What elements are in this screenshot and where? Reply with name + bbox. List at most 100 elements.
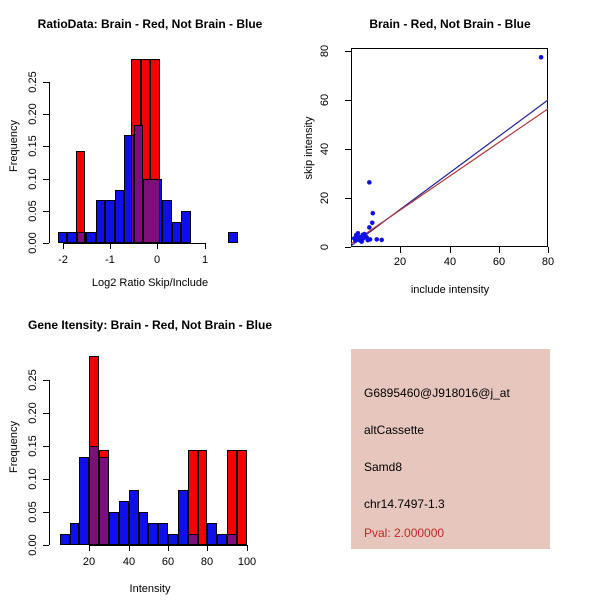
y-tick [43,413,49,414]
x-tick-label: 20 [82,556,96,568]
hist-bar-blue [119,501,129,545]
x-tick [548,247,549,253]
y-tick [43,512,49,513]
hist-bar-red [227,450,237,545]
ratio-hist-title: RatioData: Brain - Red, Not Brain - Blue [37,17,263,31]
x-tick-label: 100 [237,556,257,568]
hist-bar-purple [227,534,237,545]
x-tick-label: 60 [492,256,506,268]
y-tick [43,545,49,546]
y-tick-label: 0.05 [27,501,39,523]
hist-bar-blue [109,512,119,545]
x-tick-label: -2 [58,254,68,266]
x-tick [450,247,451,253]
y-tick-label: 0.05 [27,200,39,222]
event-type-text: altCassette [364,423,425,437]
scatter-plot-area [351,55,548,247]
x-tick [157,243,158,249]
y-tick-label: 80 [319,44,331,58]
x-tick-label: -1 [105,254,115,266]
y-tick [345,51,351,52]
x-tick-label: 20 [393,256,407,268]
ratio-hist-y-axis-label: Frequency [8,120,20,172]
y-tick-label: 0.00 [27,232,39,254]
hist-bar-red [237,450,247,545]
x-tick [110,243,111,249]
y-tick [345,100,351,101]
plot-frame [351,48,548,247]
hist-bar-blue [162,200,172,243]
hist-bar-blue [148,523,158,545]
x-tick-label: 60 [161,556,175,568]
hist-bar-blue [96,200,105,243]
scatter-point [538,55,544,60]
regression-line-blue [351,99,548,247]
scatter-point [370,210,376,216]
genome-location-text: chr14.7497-1.3 [364,497,445,511]
hist-bar-blue [217,534,227,545]
hist-bar-blue [172,222,181,243]
gene-hist-x-axis-label: Intensity [129,583,171,595]
scatter-x-axis-label: include intensity [410,284,490,296]
x-tick [207,545,208,551]
gene-hist-title: Gene Itensity: Brain - Red, Not Brain - … [27,318,273,332]
hist-bar-blue [181,211,191,243]
y-tick-label: 0.10 [27,168,39,190]
hist-bar-purple [77,232,85,243]
y-axis-line [49,82,50,243]
y-tick [43,479,49,480]
hist-bar-blue [178,490,188,545]
x-tick [63,243,64,249]
y-tick [43,211,49,212]
info-panel: G6895460@J918016@j_at altCassette Samd8 … [351,349,550,549]
y-tick [43,146,49,147]
y-tick-label: 0.25 [27,71,39,93]
y-tick [43,114,49,115]
scatter-point [367,225,372,230]
x-tick [89,545,90,551]
y-tick [43,179,49,180]
x-tick [499,247,500,253]
x-tick [400,247,401,253]
hist-bar-purple [188,534,198,545]
y-tick-label: 0.15 [27,135,39,157]
y-tick-label: 40 [319,142,331,156]
x-tick [247,545,248,551]
hist-bar-blue [60,534,70,545]
y-tick [43,82,49,83]
x-axis-line [63,243,205,244]
hist-bar-red [76,151,85,243]
x-tick-label: 80 [541,256,555,268]
y-tick-label: 0.00 [27,534,39,556]
x-tick-label: 40 [443,256,457,268]
hist-bar-purple [99,457,109,545]
y-tick [345,247,351,248]
hist-bar-purple [89,446,99,545]
hist-bar-blue [86,232,96,243]
y-tick-label: 60 [319,93,331,107]
hist-bar-blue [158,523,168,545]
hist-bar-blue [58,232,67,243]
x-axis-line [89,545,247,546]
ratio-hist-x-axis-label: Log2 Ratio Skip/Include [91,277,209,289]
hist-bar-blue [115,190,124,243]
hist-bar-blue [79,457,89,545]
y-tick-label: 0.10 [27,468,39,490]
scatter-point [367,180,372,185]
hist-bar-blue [70,523,79,545]
y-tick [43,243,49,244]
hist-bar-purple [143,179,160,243]
scatter-point [369,220,375,226]
hist-bar-blue [228,232,238,243]
y-tick [43,446,49,447]
y-tick-label: 20 [319,191,331,205]
gene-hist-y-axis-label: Frequency [8,421,20,473]
y-axis-line [49,380,50,545]
hist-bar-purple [134,125,143,243]
x-tick [168,545,169,551]
scatter-point [374,237,380,242]
hist-bar-blue [129,490,139,545]
y-tick [345,198,351,199]
hist-bar-red [198,450,207,545]
